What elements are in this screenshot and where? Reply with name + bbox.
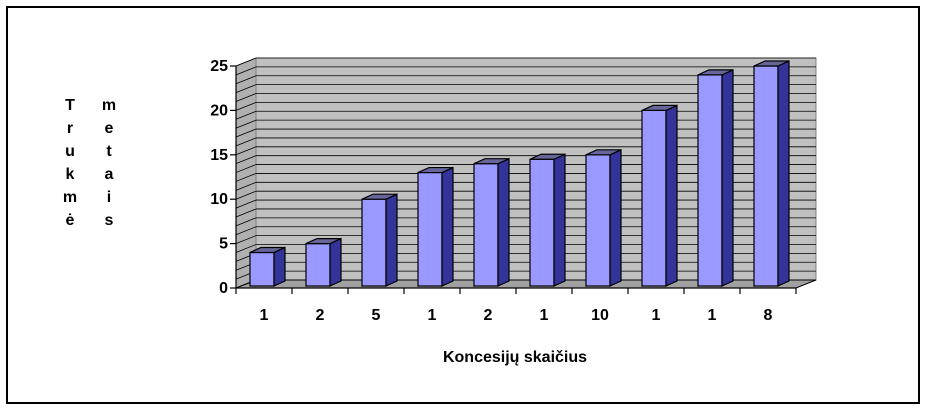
bar-side: [273, 246, 286, 287]
y-tick-label: 15: [210, 147, 228, 164]
gridline-side: [235, 226, 257, 236]
bar: [585, 148, 622, 287]
x-tick-label: 1: [540, 307, 549, 324]
gridline-side: [235, 190, 257, 200]
y-tick-label: 5: [219, 236, 228, 253]
bar-side: [441, 166, 454, 287]
bar-side: [665, 104, 678, 287]
bar-front: [361, 198, 387, 287]
x-tick-label: 1: [428, 307, 437, 324]
gridline-side: [235, 102, 257, 111]
bar-front: [641, 109, 667, 287]
bar-top: [641, 104, 678, 112]
gridline-side: [235, 146, 257, 156]
bar-front: [305, 243, 331, 287]
gridline-side: [235, 199, 257, 209]
y-axis-label-letter: u: [65, 143, 75, 160]
bar: [697, 68, 734, 287]
bar: [473, 157, 510, 287]
gridline-side: [235, 217, 257, 227]
bar-front: [697, 74, 723, 287]
bar-front: [249, 251, 275, 287]
y-axis-label-letter: m: [102, 97, 116, 114]
y-axis-label-letter: s: [105, 212, 114, 229]
bar-top: [585, 149, 622, 156]
y-tick-label: 0: [219, 280, 228, 297]
x-tick-label: 5: [372, 307, 381, 324]
gridline-side: [235, 244, 257, 253]
gridline-side: [235, 164, 257, 173]
bar-side: [609, 148, 622, 287]
y-tick-label: 10: [210, 191, 228, 208]
y-axis-label-letter: m: [63, 189, 77, 206]
bar: [417, 166, 454, 287]
bar-front: [753, 65, 779, 287]
bar: [529, 153, 566, 287]
y-tick-label: 25: [210, 58, 228, 75]
gridline-side: [235, 57, 257, 67]
y-axis-label-letter: k: [66, 166, 75, 183]
x-axis-label: Koncesijų skaičius: [443, 349, 587, 366]
bar: [249, 246, 286, 287]
bar-side: [553, 153, 566, 287]
x-tick-label: 10: [591, 307, 609, 324]
gridline-side: [235, 137, 257, 147]
bar: [361, 193, 398, 287]
gridline-side: [235, 181, 257, 191]
bar-top: [417, 166, 454, 174]
gridline-side: [235, 66, 257, 76]
gridline-side: [235, 128, 257, 138]
x-tick-label: 2: [316, 307, 325, 324]
bar: [753, 60, 790, 287]
y-axis-label-letter: t: [106, 143, 112, 160]
bar-side: [385, 193, 398, 287]
y-axis-label-letter: i: [107, 189, 111, 206]
y-tick-label: 20: [210, 102, 228, 119]
bar-series: [249, 60, 790, 287]
bar-side: [329, 237, 342, 287]
gridline-side: [235, 93, 257, 102]
bar-front: [529, 158, 555, 287]
x-axis-ticks: 1 2 5 1 2 1 10 1 1 8: [235, 288, 797, 324]
gridline-side: [235, 235, 257, 244]
gridline-side: [235, 84, 257, 94]
bar-top: [753, 60, 790, 67]
gridline-side: [235, 208, 257, 218]
x-tick-label: 1: [260, 307, 269, 324]
bar-top: [249, 246, 286, 254]
bar: [641, 104, 678, 287]
bar: [305, 237, 342, 287]
gridline-side: [235, 155, 257, 165]
bar-top: [361, 193, 398, 200]
y-axis-label-letter: a: [105, 166, 114, 183]
bar-top: [305, 238, 342, 245]
bar-top: [529, 153, 566, 160]
bar-front: [473, 163, 499, 287]
bar-side: [497, 157, 510, 287]
gridline-side: [235, 173, 257, 182]
x-tick-label: 2: [484, 307, 493, 324]
y-axis-label-letter: ė: [66, 212, 75, 229]
x-tick-label: 1: [652, 307, 661, 324]
gridline-side: [235, 75, 257, 85]
gridline-side: [235, 110, 257, 120]
y-axis-label-letter: e: [105, 120, 114, 137]
x-tick-label: 1: [708, 307, 717, 324]
y-axis-ticks: 0 5 10 15 20 25: [210, 58, 236, 297]
y-axis-label-letter: r: [67, 120, 73, 137]
bar-side: [777, 60, 790, 287]
y-axis-label-letter: T: [65, 97, 75, 114]
bar-front: [417, 171, 443, 287]
x-tick-label: 8: [764, 307, 773, 324]
bar-side: [721, 68, 734, 287]
bar-top: [697, 69, 734, 76]
bar-top: [473, 158, 510, 165]
bar-front: [585, 154, 611, 287]
gridline-side: [235, 119, 257, 129]
